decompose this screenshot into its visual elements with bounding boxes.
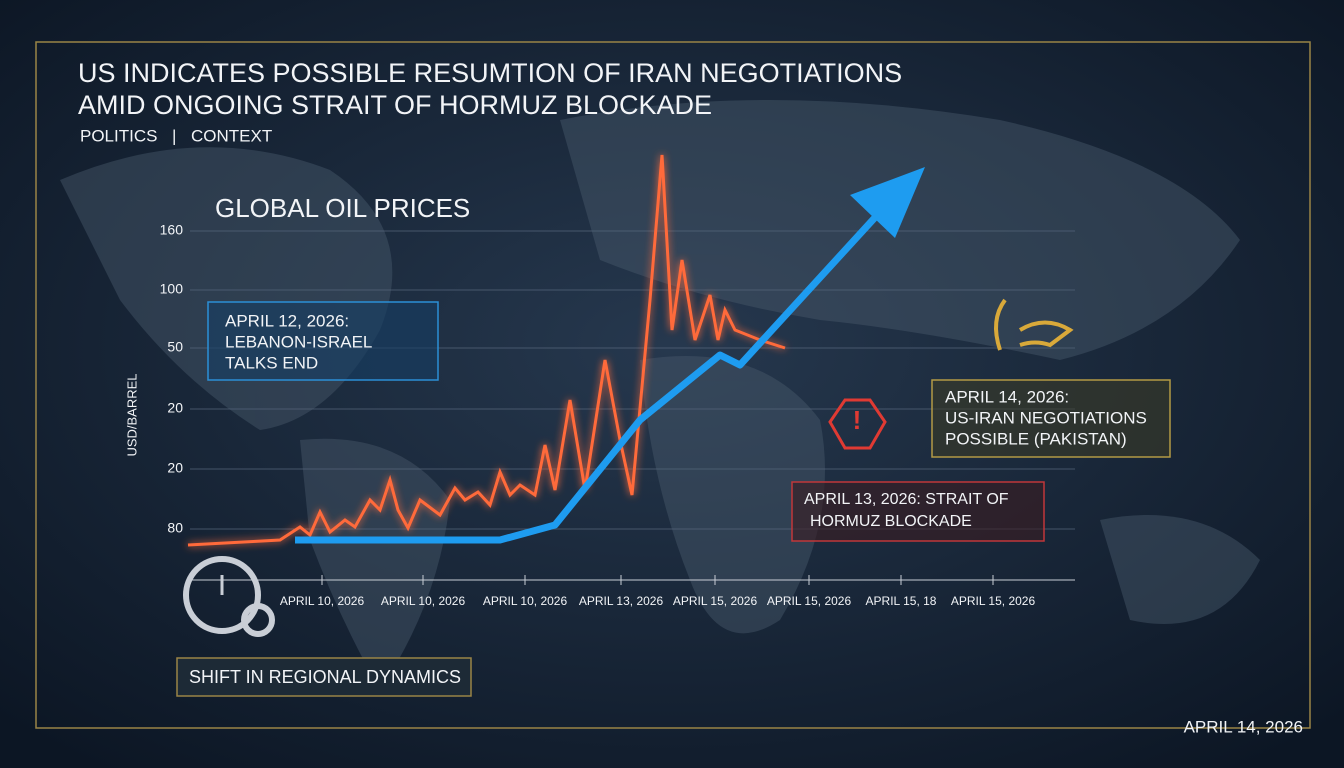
oil-price-line (187, 154, 786, 547)
y-tick-label: 50 (167, 339, 183, 355)
y-tick-label: 100 (160, 281, 184, 297)
frame (35, 41, 1311, 729)
separator: | (172, 126, 176, 145)
date: APRIL 14, 2026 (1184, 717, 1303, 736)
chart-title: GLOBAL OIL PRICES (215, 193, 470, 223)
gear-icon (183, 556, 275, 637)
annotation-text: POSSIBLE (PAKISTAN) (945, 429, 1127, 448)
y-tick-label: 160 (160, 222, 184, 238)
caption-box (176, 657, 472, 697)
annotation-text: TALKS END (225, 353, 318, 372)
warning-mark: ! (853, 405, 862, 435)
annotation-box (207, 301, 439, 381)
x-tick-label: APRIL 15, 2026 (673, 594, 758, 608)
title-line: AMID ONGOING STRAIT OF HORMUZ BLOCKADE (78, 90, 712, 120)
peace-icon (994, 298, 1074, 351)
x-tick-label: APRIL 10, 2026 (280, 594, 365, 608)
annotation-text: APRIL 14, 2026: (945, 387, 1069, 406)
section: POLITICS (80, 126, 157, 145)
warning-icon (828, 398, 887, 450)
arrow-head (850, 167, 925, 238)
x-tick-label: APRIL 15, 18 (866, 594, 937, 608)
x-tick-label: APRIL 13, 2026 (579, 594, 664, 608)
annotation-text: US-IRAN NEGOTIATIONS (945, 408, 1147, 427)
title-line: US INDICATES POSSIBLE RESUMTION OF IRAN … (78, 58, 902, 88)
annotation-box (791, 481, 1045, 542)
annotation-box (931, 379, 1171, 458)
subsection: CONTEXT (191, 126, 272, 145)
caption: SHIFT IN REGIONAL DYNAMICS (189, 667, 461, 687)
annotation-text: APRIL 12, 2026: (225, 311, 349, 330)
x-tick-label: APRIL 10, 2026 (483, 594, 568, 608)
y-tick-label: 20 (167, 460, 183, 476)
x-tick-label: APRIL 15, 2026 (951, 594, 1036, 608)
y-tick-label: 20 (167, 400, 183, 416)
annotation-text: LEBANON-ISRAEL (225, 332, 372, 351)
y-tick-label: 80 (167, 520, 183, 536)
y-axis-label: USD/BARREL (124, 373, 139, 456)
annotation-text: APRIL 13, 2026: STRAIT OF (804, 491, 1009, 508)
trend-arrow (295, 209, 883, 544)
x-tick-label: APRIL 10, 2026 (381, 594, 466, 608)
annotation-text: HORMUZ BLOCKADE (810, 513, 972, 530)
x-tick-label: APRIL 15, 2026 (767, 594, 852, 608)
